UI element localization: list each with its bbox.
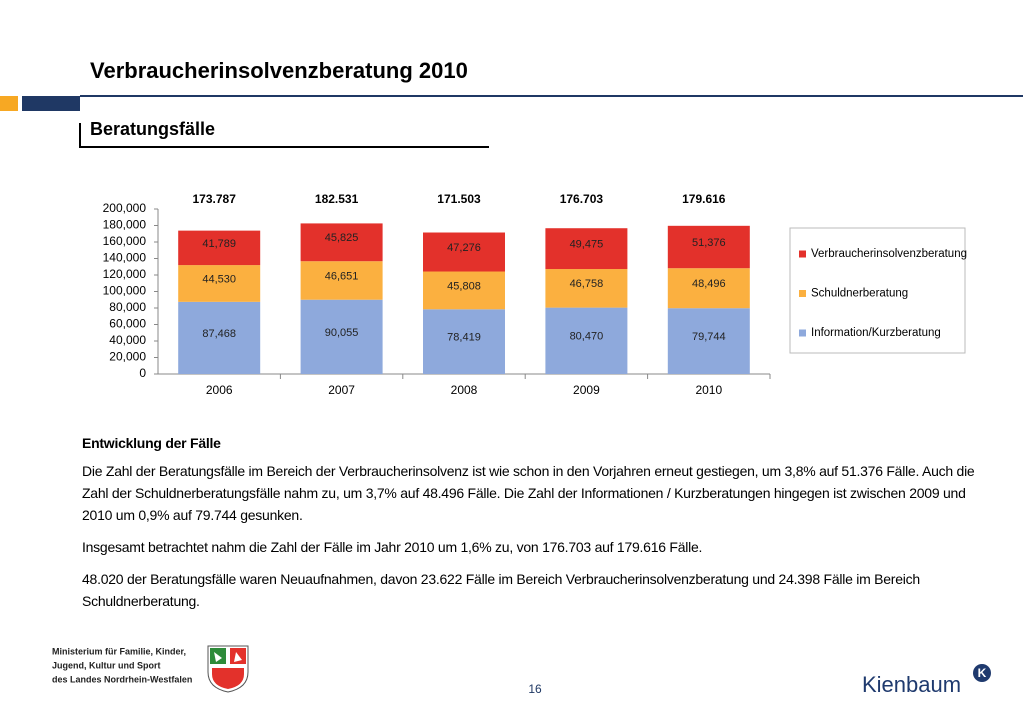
subtitle: Beratungsfälle: [90, 119, 215, 139]
ministry-line: Ministerium für Familie, Kinder,: [52, 646, 186, 656]
legend-box: [789, 227, 966, 354]
bar-segment: [423, 232, 505, 272]
value-label: 46,651: [325, 270, 359, 282]
bracket-h: [79, 146, 489, 148]
y-tick-label: 60,000: [109, 317, 146, 331]
paragraph: Insgesamt betrachtet nahm die Zahl der F…: [82, 539, 703, 555]
total-label: 171.503: [437, 192, 481, 206]
y-tick-label: 20,000: [109, 350, 146, 364]
bar-segment: [423, 309, 505, 374]
bar-segment: [178, 265, 261, 302]
coat-of-arms: [207, 645, 249, 693]
bar-segment: [300, 299, 383, 374]
value-label: 87,468: [202, 328, 236, 340]
bar-segment: [667, 308, 750, 374]
ministry-line: Jugend, Kultur und Sport: [52, 660, 161, 670]
value-label: 80,470: [570, 331, 604, 343]
total-label: 176.703: [560, 192, 604, 206]
y-tick-label: 180,000: [103, 218, 147, 232]
value-label: 79,744: [692, 331, 726, 343]
logo: Kienbaum: [862, 672, 961, 697]
value-label: 44,530: [202, 273, 236, 285]
value-label: 49,475: [570, 239, 604, 251]
accent-blue: [22, 96, 80, 111]
x-tick-label: 2010: [695, 383, 722, 397]
value-label: 90,055: [325, 327, 359, 339]
bar-segment: [423, 271, 505, 310]
legend-label: Schuldnerberatung: [811, 288, 908, 300]
header-rule: [80, 95, 1023, 97]
value-label: 45,825: [325, 232, 359, 244]
bar-segment: [178, 301, 261, 374]
y-tick-label: 160,000: [103, 234, 147, 248]
title: Verbraucherinsolvenzberatung 2010: [90, 58, 468, 83]
bar-segment: [545, 307, 628, 374]
logo-circle: [973, 664, 991, 682]
total-label: 182.531: [315, 192, 359, 206]
y-tick-label: 80,000: [109, 300, 146, 314]
ministry-line: des Landes Nordrhein-Westfalen: [52, 674, 192, 684]
total-label: 179.616: [682, 192, 726, 206]
paragraph: 48.020 der Beratungsfälle waren Neuaufna…: [82, 571, 920, 609]
value-label: 47,276: [447, 242, 481, 254]
bar-segment: [300, 261, 383, 300]
bar-segment: [667, 268, 750, 309]
bar-segment: [545, 269, 628, 308]
accent-orange: [0, 96, 18, 111]
legend-label: Verbraucherinsolvenzberatung: [811, 248, 967, 260]
y-tick-label: 120,000: [103, 267, 147, 281]
value-label: 48,496: [692, 278, 726, 290]
y-tick-label: 40,000: [109, 333, 146, 347]
text-heading: Entwicklung der Fälle: [82, 435, 221, 451]
bar-segment: [545, 228, 628, 270]
y-tick-label: 0: [139, 366, 146, 380]
value-label: 51,376: [692, 237, 726, 249]
y-tick-label: 140,000: [103, 251, 147, 265]
x-tick-label: 2006: [206, 383, 233, 397]
text-block: Entwicklung der Fälle Die Zahl der Berat…: [82, 432, 987, 622]
logo-mark: K: [978, 666, 987, 680]
paragraph: Die Zahl der Beratungsfälle im Bereich d…: [82, 463, 975, 523]
page-number: 16: [528, 682, 542, 696]
y-tick-label: 200,000: [103, 201, 147, 215]
value-label: 41,789: [202, 238, 236, 250]
bar-segment: [178, 230, 261, 266]
value-label: 46,758: [570, 278, 604, 290]
legend-swatch: [799, 290, 806, 297]
x-tick-label: 2008: [451, 383, 478, 397]
bar-segment: [667, 225, 750, 269]
bracket-v: [79, 123, 81, 148]
legend-label: Information/Kurzberatung: [811, 327, 941, 339]
x-tick-label: 2007: [328, 383, 355, 397]
value-label: 45,808: [447, 280, 481, 292]
value-label: 78,419: [447, 332, 481, 344]
x-tick-label: 2009: [573, 383, 600, 397]
total-label: 173.787: [193, 192, 237, 206]
bar-segment: [300, 223, 383, 262]
y-tick-label: 100,000: [103, 284, 147, 298]
legend-swatch: [799, 329, 806, 337]
legend-swatch: [799, 250, 806, 258]
